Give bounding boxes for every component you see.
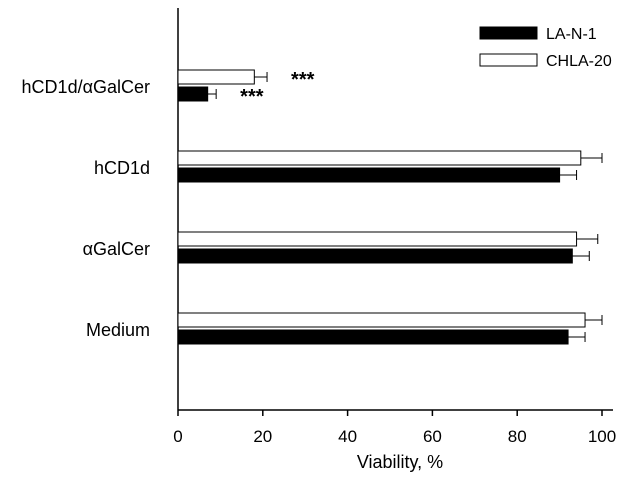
bar [177,231,578,247]
legend: LA-N-1 CHLA-20 [479,26,612,70]
x-tick-label: 0 [173,427,182,446]
x-tick-label: 40 [338,427,357,446]
bar [177,312,586,328]
bar [177,167,561,183]
category-label: hCD1d/αGalCer [22,77,150,97]
category-label: hCD1d [94,158,150,178]
significance-label: *** [291,69,315,91]
bar [177,150,582,166]
bar [177,329,569,345]
x-axis-title: Viability, % [357,452,443,472]
x-tick-label: 80 [508,427,527,446]
significance-label: *** [240,86,264,108]
bar [177,69,255,85]
x-tick-label: 20 [253,427,272,446]
category-label: αGalCer [83,239,150,259]
category-label: Medium [86,320,150,340]
bar [177,86,209,102]
legend-swatch [479,26,538,40]
legend-label: CHLA-20 [546,53,612,70]
x-tick-label: 60 [423,427,442,446]
bar [177,248,573,264]
legend-label: LA-N-1 [546,26,597,43]
x-tick-label: 100 [588,427,616,446]
legend-swatch [479,53,538,67]
